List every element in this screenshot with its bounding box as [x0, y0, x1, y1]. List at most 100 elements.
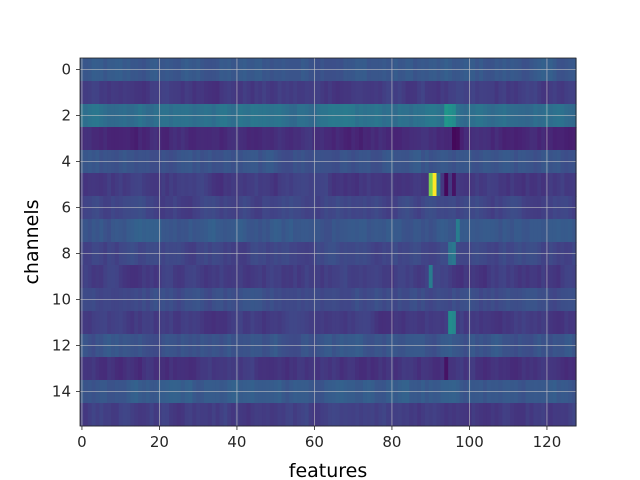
heatmap-cell	[250, 219, 255, 243]
heatmap-cell	[223, 173, 228, 197]
heatmap-cell	[138, 357, 143, 381]
heatmap-cell	[293, 219, 298, 243]
heatmap-cell	[366, 173, 372, 197]
heatmap-cell	[486, 173, 492, 197]
heatmap-cell	[533, 311, 538, 335]
heatmap-cell	[153, 127, 159, 151]
heatmap-cell	[188, 127, 193, 151]
heatmap-cell	[238, 219, 244, 243]
heatmap-cell	[397, 219, 403, 243]
heatmap-cell	[347, 173, 352, 197]
heatmap-cell	[126, 219, 131, 243]
heatmap-cell	[335, 173, 341, 197]
heatmap-cell	[196, 219, 201, 243]
heatmap-cell	[285, 127, 290, 151]
heatmap-cell	[568, 265, 573, 289]
heatmap-cell	[281, 173, 286, 197]
heatmap-cell	[300, 81, 306, 105]
heatmap-cell	[161, 81, 166, 105]
heatmap-cell	[200, 81, 205, 105]
heatmap-cell	[215, 81, 221, 105]
x-tick-label: 40	[227, 433, 246, 451]
heatmap-cell	[351, 81, 356, 105]
heatmap-cell	[107, 81, 112, 105]
heatmap-cell	[401, 219, 407, 243]
heatmap-cell	[204, 357, 209, 381]
heatmap-cell	[417, 265, 422, 289]
heatmap-cell	[277, 127, 283, 151]
heatmap-cell	[165, 403, 170, 427]
heatmap-cell	[506, 127, 511, 151]
heatmap-cell	[122, 357, 128, 381]
heatmap-cell	[521, 403, 527, 427]
heatmap-cell	[486, 265, 492, 289]
heatmap-cell	[444, 127, 449, 151]
heatmap-cell	[490, 403, 496, 427]
heatmap-cell	[393, 127, 399, 151]
heatmap-cell	[215, 127, 221, 151]
heatmap-cell	[370, 311, 376, 335]
heatmap-cell	[517, 403, 523, 427]
x-tick-label: 100	[455, 433, 484, 451]
heatmap-cell	[479, 127, 484, 151]
heatmap-cell	[494, 357, 500, 381]
heatmap-cell	[289, 357, 294, 381]
heatmap-cell	[370, 219, 376, 243]
heatmap-cell	[521, 219, 527, 243]
heatmap-cell	[300, 265, 306, 289]
heatmap-cell	[455, 219, 461, 243]
heatmap-cell	[413, 219, 418, 243]
heatmap-cell	[304, 173, 310, 197]
heatmap-cell	[308, 219, 314, 243]
heatmap-cell	[444, 173, 449, 197]
heatmap-cell	[130, 173, 135, 197]
heatmap-cell	[95, 173, 100, 197]
heatmap-cell	[246, 219, 252, 243]
heatmap-cell	[277, 173, 283, 197]
heatmap-cell	[572, 81, 577, 105]
heatmap-cell	[169, 127, 174, 151]
heatmap-cell	[506, 173, 511, 197]
heatmap-cell	[432, 219, 438, 243]
heatmap-cell	[335, 265, 341, 289]
heatmap-cell	[111, 403, 116, 427]
heatmap-cell	[219, 403, 224, 427]
heatmap-cell	[440, 173, 445, 197]
heatmap-cell	[227, 311, 232, 335]
plot-frame	[79, 57, 577, 427]
heatmap-cell	[541, 357, 546, 381]
heatmap-cell	[417, 127, 422, 151]
heatmap-cell	[343, 219, 348, 243]
heatmap-cell	[324, 403, 329, 427]
heatmap-cell	[169, 311, 174, 335]
heatmap-cell	[533, 357, 538, 381]
heatmap-cell	[490, 311, 496, 335]
heatmap-cell	[517, 173, 523, 197]
heatmap-cell	[254, 173, 259, 197]
heatmap-cell	[289, 81, 294, 105]
heatmap-cell	[548, 127, 554, 151]
heatmap-cell	[440, 81, 445, 105]
heatmap-cell	[304, 403, 310, 427]
heatmap-cell	[145, 311, 151, 335]
heatmap-cell	[184, 127, 190, 151]
heatmap-cell	[103, 265, 108, 289]
heatmap-cell	[378, 127, 383, 151]
heatmap-cell	[285, 219, 290, 243]
heatmap-cell	[362, 265, 368, 289]
heatmap-cell	[134, 265, 139, 289]
heatmap-cell	[401, 173, 407, 197]
heatmap-cell	[560, 81, 565, 105]
heatmap-cell	[463, 357, 469, 381]
heatmap-cell	[142, 357, 147, 381]
heatmap-cell	[506, 219, 511, 243]
heatmap-cell	[529, 219, 534, 243]
heatmap-cell	[397, 127, 403, 151]
heatmap-cell	[359, 127, 364, 151]
heatmap-cell	[378, 173, 383, 197]
heatmap-cell	[273, 127, 279, 151]
heatmap-cell	[293, 81, 298, 105]
heatmap-cell	[211, 127, 217, 151]
heatmap-cell	[362, 357, 368, 381]
heatmap-cell	[246, 403, 252, 427]
